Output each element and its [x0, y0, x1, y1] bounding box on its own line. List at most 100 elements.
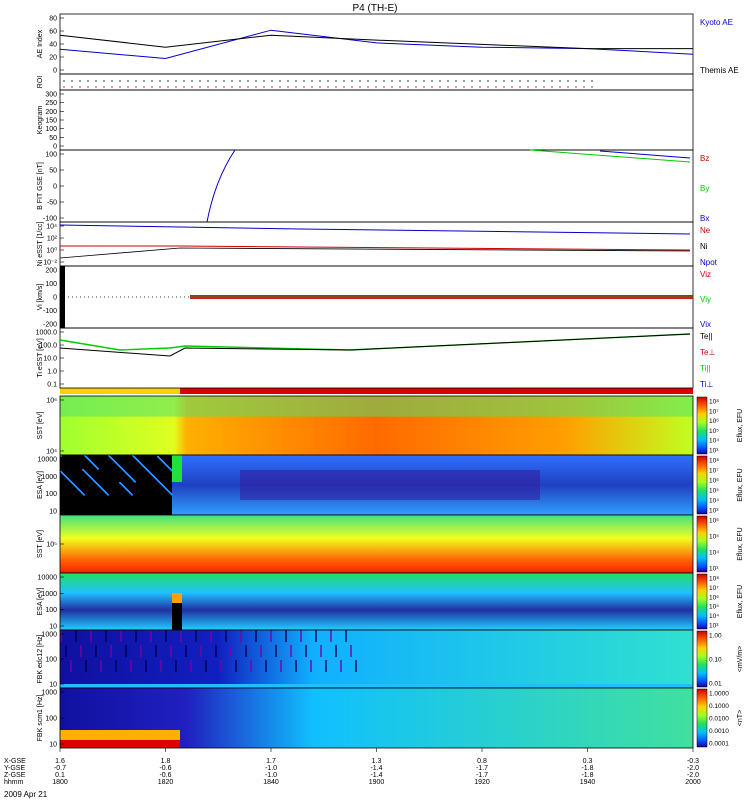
esa-ion-speck	[83, 494, 85, 496]
roi-dot	[503, 86, 505, 88]
esa-ion-speck	[148, 471, 150, 473]
roi-dot	[215, 86, 217, 88]
roi-dot	[247, 86, 249, 88]
esa-ion-speck	[99, 486, 101, 488]
roi-dot	[287, 80, 289, 82]
x-tick-label: 0.8	[477, 758, 487, 765]
colorbar-tick-label: 0.0100	[709, 716, 729, 723]
colorbar-tick-label: 10⁵	[709, 488, 719, 495]
roi-dot	[255, 86, 257, 88]
x-tick-label: 1840	[263, 779, 279, 786]
roi-dot	[359, 80, 361, 82]
roi-dot	[111, 86, 113, 88]
roi-dot	[215, 80, 217, 82]
esa-ion-speck	[165, 464, 167, 466]
x-row-label: Z-GSE	[4, 772, 26, 779]
esa-ion-speck	[163, 462, 165, 464]
fbk-edc-stripe	[250, 660, 252, 672]
fbk-edc-stripe	[235, 660, 237, 672]
x-tick-label: -1.4	[370, 772, 382, 779]
esa-ion-speck	[139, 462, 141, 464]
roi-dot	[559, 80, 561, 82]
colorbar-frame	[696, 396, 708, 455]
esa-ion-speck	[75, 486, 77, 488]
panel-7: Ti eSST [eV]1000.0 100.0 10.0 1.0 0.1 Te|| Te⊥…	[36, 327, 715, 389]
y-tick-label: 100	[45, 152, 57, 159]
roi-dot	[151, 80, 153, 82]
fbk-edc-stripe	[345, 630, 347, 642]
roi-dot	[135, 80, 137, 82]
roi-dot	[511, 80, 513, 82]
roi-dot	[271, 80, 273, 82]
panel-12: FBK edc12 [Hz]1000 100 10 1.00 0.10 0.01 <mV/m…	[37, 629, 744, 689]
colorbar-tick-label: 10⁴	[709, 550, 719, 557]
y-axis-label: SST [eV]	[37, 412, 44, 440]
colorbar-tick-label: 10³	[709, 448, 719, 455]
colorbar-tick-label: 0.0010	[709, 728, 729, 735]
roi-dot	[551, 80, 553, 82]
roi-dot	[279, 80, 281, 82]
x-tick-label: 1.3	[372, 758, 382, 765]
esa-ion-speck	[169, 468, 171, 470]
temperature-ti-trace	[59, 333, 691, 351]
colorbar-tick-label: 10⁷	[709, 468, 719, 475]
esa-ion-speck	[108, 455, 110, 457]
esa-ion-speck	[92, 479, 94, 481]
roi-dot	[439, 86, 441, 88]
esa-ion-speck	[133, 456, 135, 458]
esa-ion-speck	[126, 473, 128, 475]
velocity-left-strip	[60, 266, 65, 328]
y-tick-label: 200	[45, 109, 57, 116]
y-tick-label: 1000	[41, 690, 57, 697]
esa-ion-speck	[158, 481, 160, 483]
roi-dot	[471, 80, 473, 82]
esa-ion-speck	[110, 457, 112, 459]
roi-dot	[303, 80, 305, 82]
colorbar	[697, 689, 707, 747]
y-tick-label: 10⁴	[46, 224, 57, 231]
esa-ion-speck	[118, 465, 120, 467]
roi-dot	[519, 86, 521, 88]
y-tick-label: 10²	[47, 236, 58, 243]
fbk-edc-stripe	[165, 630, 167, 642]
y-axis-label: AE Index	[37, 29, 44, 58]
fbk-scm-low	[60, 730, 180, 740]
roi-dot	[591, 86, 593, 88]
y-tick-label: 250	[45, 100, 57, 107]
roi-dot	[527, 80, 529, 82]
esa-ion-speck	[124, 487, 126, 489]
x-row-label: X-GSE	[4, 758, 26, 765]
roi-dot	[383, 86, 385, 88]
y-tick-label: 1000	[41, 632, 57, 639]
y-tick-label: 0	[53, 184, 57, 191]
colorbar-label: <mV/m>	[737, 646, 744, 672]
esa-ion-speck	[126, 489, 128, 491]
roi-dot	[199, 86, 201, 88]
y-axis-label: FBK scm1 [Hz]	[37, 695, 44, 742]
esa-ion-speck	[160, 459, 162, 461]
roi-dot	[231, 80, 233, 82]
colorbar-tick-label: 10³	[709, 623, 719, 630]
panel-13: FBK scm1 [Hz]1000 100 10 1.0000 0.1000 0.0100…	[37, 687, 744, 749]
fbk-edc-stripe	[295, 660, 297, 672]
colorbar-frame	[696, 515, 708, 573]
roi-dot	[551, 86, 553, 88]
fbk-edc-stripe	[220, 660, 222, 672]
x-tick-label: 1.8	[161, 758, 171, 765]
colorbar-label: Eflux, EFU	[737, 527, 744, 560]
quality-bar-good	[60, 388, 180, 394]
fbk-edc-stripe	[210, 630, 212, 642]
x-tick-label: 1920	[474, 779, 490, 786]
esa-ion-speck	[106, 493, 108, 495]
roi-dot	[191, 86, 193, 88]
y-tick-label: 0	[53, 144, 57, 151]
colorbar-tick-label: 10⁸	[709, 399, 719, 406]
fbk-edc-stripe	[305, 645, 307, 657]
roi-dot	[503, 80, 505, 82]
y-tick-label: 1.0	[47, 369, 57, 376]
roi-dot	[399, 80, 401, 82]
y-tick-label: 150	[45, 118, 57, 125]
b-field-bx-trace	[206, 149, 236, 223]
